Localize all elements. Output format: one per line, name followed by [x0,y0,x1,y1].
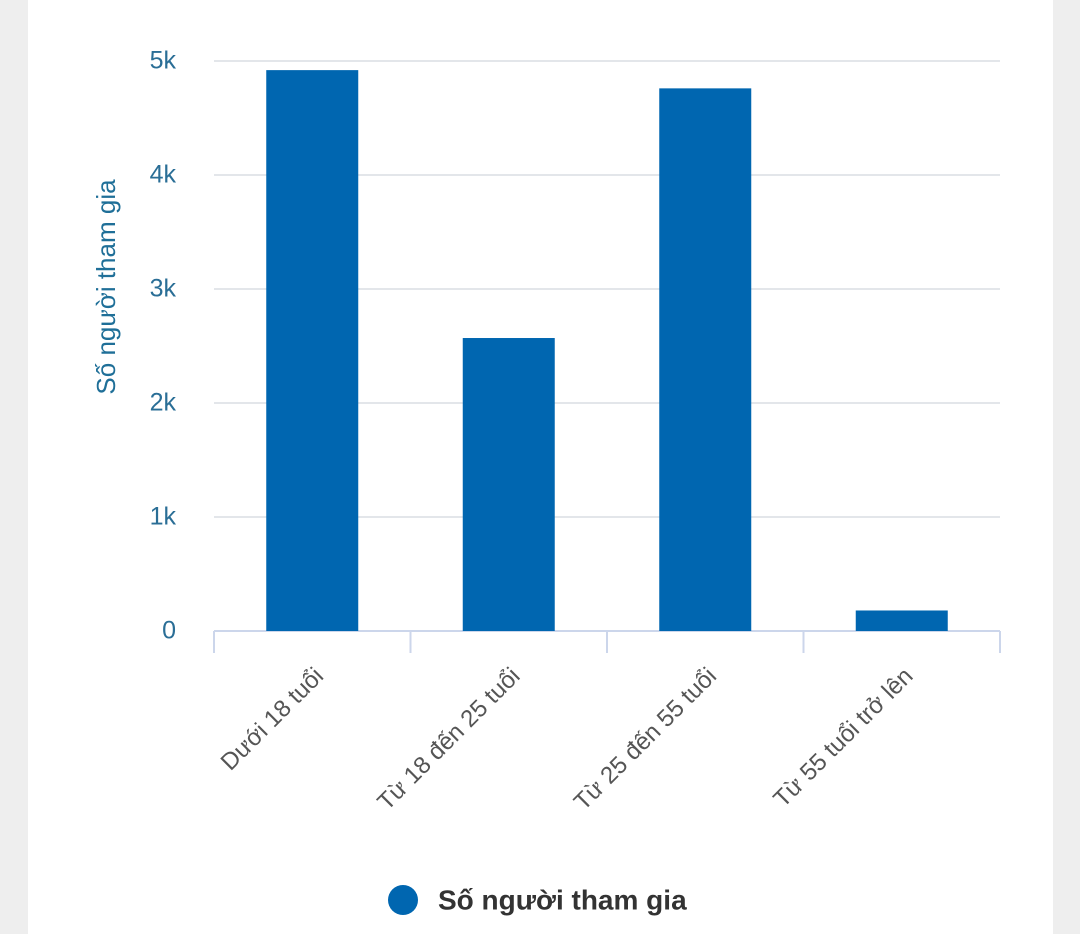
y-tick-label: 2k [150,389,177,417]
y-axis-title: Số người tham gia [91,179,121,395]
y-tick-label: 4k [150,161,177,189]
bar [462,338,555,631]
x-tick-label: Từ 55 tuổi trở lên [768,663,918,813]
y-tick-label: 1k [150,503,177,531]
x-tick-label: Từ 25 đến 55 tuổi [569,663,722,816]
y-tick-label: 0 [162,617,176,645]
legend-marker [388,885,418,915]
bar [855,610,948,631]
y-tick-label: 3k [150,275,177,303]
bar [659,88,752,632]
bar [266,70,359,632]
x-tick-label: Từ 18 đến 25 tuổi [372,663,525,816]
legend-label: Số người tham gia [438,884,687,915]
x-tick-label: Dưới 18 tuổi [216,663,329,776]
y-tick-label: 5k [150,47,177,75]
